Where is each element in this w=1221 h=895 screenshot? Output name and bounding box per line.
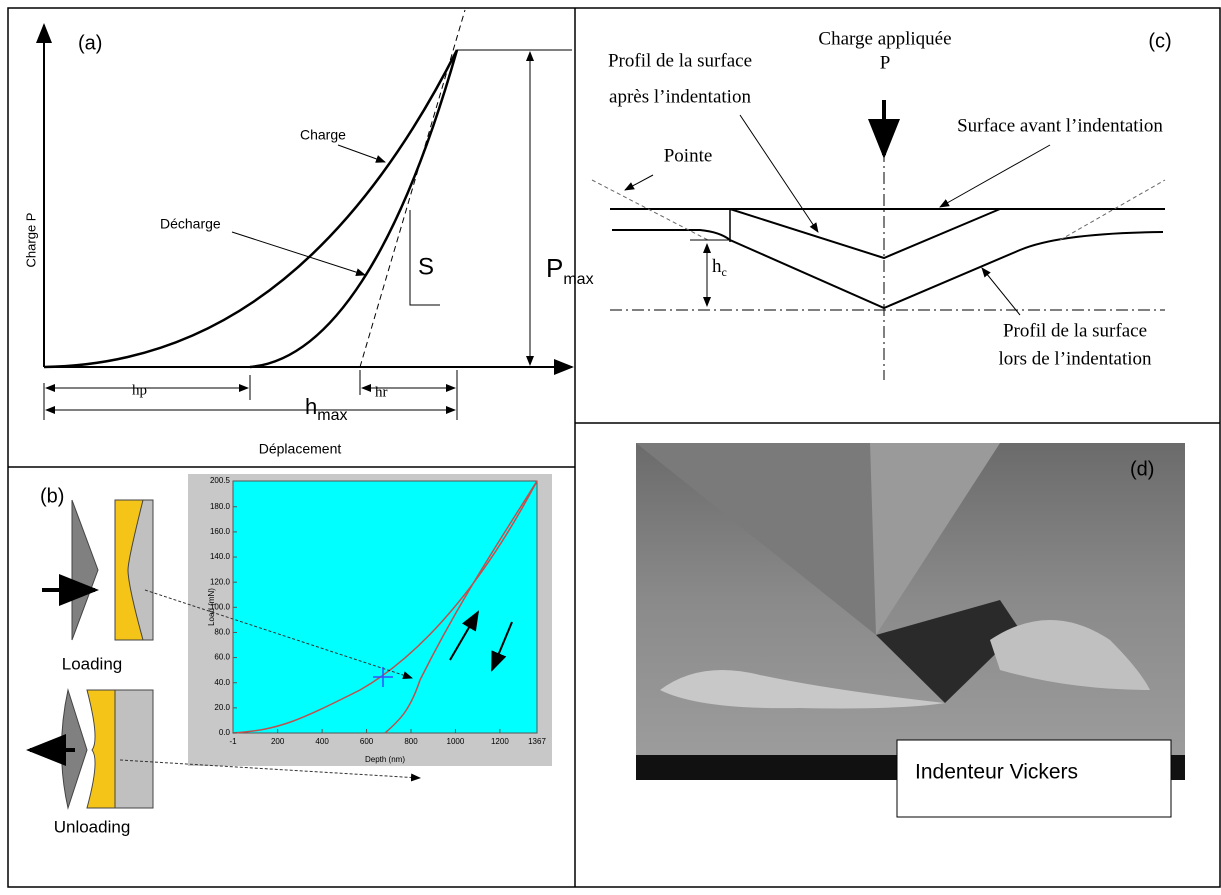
caption: Indenteur Vickers [915,761,1078,784]
x-tick-label: 800 [404,737,418,746]
page: {"panel_a":{"label":"(a)","y_axis":"Char… [0,0,1221,895]
x-tick-label: 1000 [447,737,465,746]
curve-label: Charge [300,127,346,143]
y-tick-label: 140.0 [210,552,231,561]
x-tick-label: 1367 [528,737,546,746]
panel-label: (c) [1148,30,1171,52]
slope-label: S [418,253,434,280]
x-axis-label: Depth (nm) [365,755,405,764]
curve-label: Décharge [160,216,221,232]
y-tick-label: 160.0 [210,527,231,536]
y-tick-label: 60.0 [214,653,230,662]
load-symbol: P [880,52,891,73]
x-tick-label: 200 [271,737,285,746]
annotation: Profil de la surface [608,50,752,71]
y-tick-label: 80.0 [214,628,230,637]
load-title: Charge appliquée [818,28,951,49]
panel-a: (a) Charge P Charge Décharge S Pmax hp h… [23,10,593,457]
x-tick-label: -1 [229,737,237,746]
plot-area [233,481,537,733]
annotation: Profil de la surface [1003,320,1147,341]
y-axis-label: Charge P [23,213,38,268]
y-tick-label: 200.5 [210,476,231,485]
icon-label: Loading [62,654,123,673]
x-axis-label: Déplacement [259,441,342,457]
y-tick-label: 120.0 [210,577,231,586]
annotation: après l’indentation [609,86,751,107]
y-tick-label: 40.0 [214,678,230,687]
y-tick-label: 100.0 [210,602,231,611]
hc-label: hc [712,256,727,278]
panel-label: (a) [78,32,102,54]
panel-label: (d) [1130,458,1154,480]
pmax-label: Pmax [546,253,594,288]
panel-b: (b) Loading Unloading Load (mN) Depth (n… [30,474,552,836]
annotation: Surface avant l’indentation [957,115,1163,136]
hr-label: hr [375,384,388,400]
x-tick-label: 400 [315,737,329,746]
figure: (a) Charge P Charge Décharge S Pmax hp h… [0,0,1221,895]
icon-label: Unloading [54,817,131,836]
y-tick-label: 180.0 [210,502,231,511]
panel-d: (d) Indenteur Vickers [636,443,1185,817]
hmax-label: hmax [305,394,347,424]
hp-label: hp [132,382,147,398]
annotation: Pointe [664,145,713,166]
annotation: lors de l’indentation [998,348,1152,369]
x-tick-label: 1200 [491,737,509,746]
panel-label: (b) [40,485,64,507]
y-tick-label: 20.0 [214,703,230,712]
loading-icon [42,500,153,640]
panel-c-text: (c) Charge appliquée P Profil de la surf… [608,28,1172,369]
y-tick-label: 0.0 [219,728,231,737]
x-tick-label: 600 [360,737,374,746]
unloading-icon [30,690,153,808]
